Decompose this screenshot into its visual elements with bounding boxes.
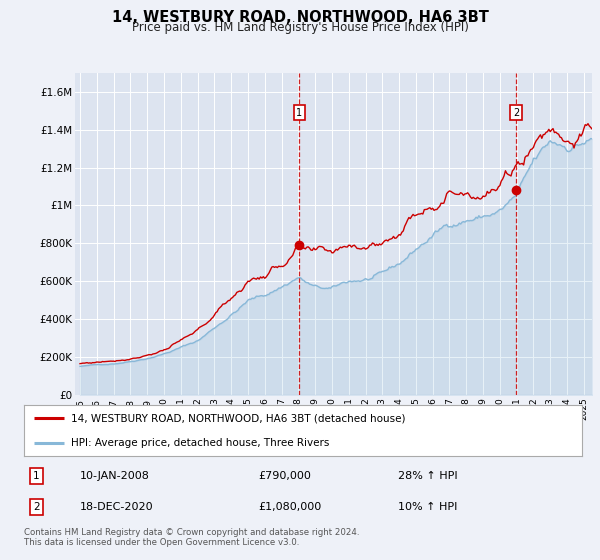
Text: HPI: Average price, detached house, Three Rivers: HPI: Average price, detached house, Thre… <box>71 438 330 448</box>
Text: 28% ↑ HPI: 28% ↑ HPI <box>398 471 457 481</box>
Text: £1,080,000: £1,080,000 <box>259 502 322 512</box>
Text: 10% ↑ HPI: 10% ↑ HPI <box>398 502 457 512</box>
Text: 2: 2 <box>33 502 40 512</box>
Text: 2: 2 <box>513 108 519 118</box>
Text: 1: 1 <box>33 471 40 481</box>
Text: 14, WESTBURY ROAD, NORTHWOOD, HA6 3BT: 14, WESTBURY ROAD, NORTHWOOD, HA6 3BT <box>112 10 488 25</box>
Text: £790,000: £790,000 <box>259 471 311 481</box>
Text: 14, WESTBURY ROAD, NORTHWOOD, HA6 3BT (detached house): 14, WESTBURY ROAD, NORTHWOOD, HA6 3BT (d… <box>71 413 406 423</box>
Text: 1: 1 <box>296 108 302 118</box>
Text: Price paid vs. HM Land Registry's House Price Index (HPI): Price paid vs. HM Land Registry's House … <box>131 21 469 34</box>
Text: Contains HM Land Registry data © Crown copyright and database right 2024.
This d: Contains HM Land Registry data © Crown c… <box>24 528 359 547</box>
Text: 10-JAN-2008: 10-JAN-2008 <box>80 471 149 481</box>
Text: 18-DEC-2020: 18-DEC-2020 <box>80 502 154 512</box>
